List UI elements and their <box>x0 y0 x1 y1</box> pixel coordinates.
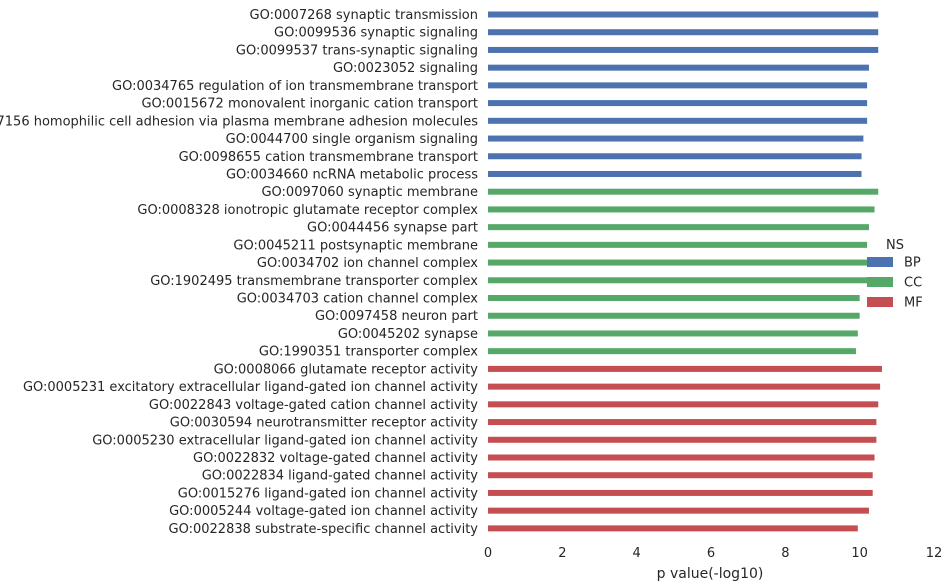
category-label: GO:0098655 cation transmembrane transpor… <box>179 150 478 165</box>
bar-bp <box>488 135 864 142</box>
category-label: GO:0099537 trans-synaptic signaling <box>236 43 478 58</box>
x-tick-label: 6 <box>707 546 715 561</box>
bar-bp <box>488 117 868 124</box>
category-label: GO:0023052 signaling <box>333 61 478 76</box>
bar-bp <box>488 170 862 177</box>
category-labels: GO:0007268 synaptic transmission GO:00995… <box>0 8 478 537</box>
bar-cc <box>488 295 860 302</box>
legend: NS BP CC MF <box>867 238 923 311</box>
bar-cc <box>488 312 860 319</box>
bar-mf <box>488 525 858 532</box>
x-tick-label: 8 <box>781 546 789 561</box>
x-tick-label: 10 <box>851 546 868 561</box>
category-label: GO:0008328 ionotropic glutamate receptor… <box>137 203 478 218</box>
category-label: GO:0034660 ncRNA metabolic process <box>226 167 478 182</box>
bar-cc <box>488 330 858 337</box>
category-label: GO:0007156 homophilic cell adhesion via … <box>0 114 478 129</box>
bar-bp <box>488 11 879 18</box>
legend-swatch-cc <box>867 277 893 287</box>
bar-mf <box>488 436 877 443</box>
category-label: GO:0015672 monovalent inorganic cation t… <box>141 97 478 112</box>
legend-label-mf: MF <box>904 296 923 311</box>
x-axis-label: p value(-log10) <box>657 566 764 582</box>
category-label: GO:0034702 ion channel complex <box>257 256 478 271</box>
bar-bp <box>488 64 869 71</box>
category-label: GO:0022838 substrate-specific channel ac… <box>169 522 479 537</box>
category-label: GO:0008066 glutamate receptor activity <box>214 362 479 377</box>
category-label: GO:0045211 postsynaptic membrane <box>233 238 478 253</box>
bars <box>488 11 882 532</box>
category-label: GO:0005231 excitatory extracellular liga… <box>23 380 478 395</box>
legend-label-bp: BP <box>904 256 921 271</box>
category-label: GO:0030594 neurotransmitter receptor act… <box>170 416 479 431</box>
x-tick-label: 2 <box>558 546 566 561</box>
bar-bp <box>488 29 879 36</box>
x-tick-label: 0 <box>484 546 492 561</box>
category-label: GO:0097458 neuron part <box>315 309 478 324</box>
bar-mf <box>488 419 877 426</box>
category-label: GO:0022843 voltage-gated cation channel … <box>149 398 478 413</box>
category-label: GO:1990351 transporter complex <box>259 345 478 360</box>
category-label: GO:0045202 synapse <box>338 327 478 342</box>
category-label: GO:0022832 voltage-gated channel activit… <box>193 451 478 466</box>
bar-cc <box>488 277 868 284</box>
bar-bp <box>488 100 868 107</box>
bar-cc <box>488 348 856 355</box>
category-label: GO:0015276 ligand-gated ion channel acti… <box>178 486 479 501</box>
category-label: GO:0007268 synaptic transmission <box>250 8 478 23</box>
category-label: GO:0099536 synaptic signaling <box>274 26 478 41</box>
bar-bp <box>488 46 879 53</box>
bar-bp <box>488 153 862 160</box>
bar-bp <box>488 82 868 89</box>
bar-cc <box>488 224 869 231</box>
bar-mf <box>488 454 875 461</box>
category-label: GO:0005230 extracellular ligand-gated io… <box>92 433 478 448</box>
x-tick-label: 4 <box>633 546 641 561</box>
legend-swatch-bp <box>867 257 893 267</box>
legend-label-cc: CC <box>904 276 922 291</box>
bar-cc <box>488 206 875 213</box>
bar-mf <box>488 472 873 479</box>
bar-cc <box>488 259 868 266</box>
category-label: GO:1902495 transmembrane transporter com… <box>150 274 478 289</box>
bar-mf <box>488 401 879 408</box>
x-tick-label: 12 <box>926 546 943 561</box>
bar-mf <box>488 489 873 496</box>
category-label: GO:0044456 synapse part <box>307 221 478 236</box>
category-label: GO:0097060 synaptic membrane <box>261 185 478 200</box>
category-label: GO:0034765 regulation of ion transmembra… <box>112 79 478 94</box>
bar-mf <box>488 507 869 514</box>
legend-title: NS <box>886 238 904 253</box>
category-label: GO:0022834 ligand-gated channel activity <box>202 469 479 484</box>
legend-swatch-mf <box>867 297 893 307</box>
bar-mf <box>488 365 882 372</box>
category-label: GO:0005244 voltage-gated ion channel act… <box>169 504 478 519</box>
bar-mf <box>488 383 881 390</box>
category-label: GO:0034703 cation channel complex <box>237 292 479 307</box>
category-label: GO:0044700 single organism signaling <box>226 132 478 147</box>
bar-cc <box>488 188 879 195</box>
x-axis: 0 2 4 6 8 10 12 <box>484 546 942 561</box>
bar-cc <box>488 241 868 248</box>
